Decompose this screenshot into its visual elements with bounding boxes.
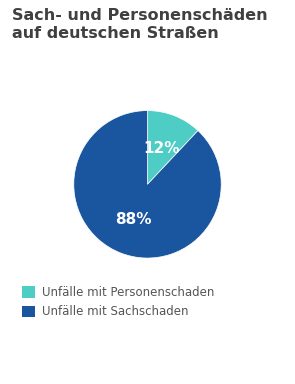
Wedge shape xyxy=(148,111,198,184)
Legend: Unfälle mit Personenschaden, Unfälle mit Sachschaden: Unfälle mit Personenschaden, Unfälle mit… xyxy=(18,281,219,323)
Text: Sach- und Personenschäden
auf deutschen Straßen: Sach- und Personenschäden auf deutschen … xyxy=(12,8,268,41)
Wedge shape xyxy=(74,111,221,258)
Text: Quelle: Statist. Bundesamt 2018: Quelle: Statist. Bundesamt 2018 xyxy=(12,360,203,370)
Text: 88%: 88% xyxy=(115,212,152,227)
Text: 12%: 12% xyxy=(143,141,180,156)
